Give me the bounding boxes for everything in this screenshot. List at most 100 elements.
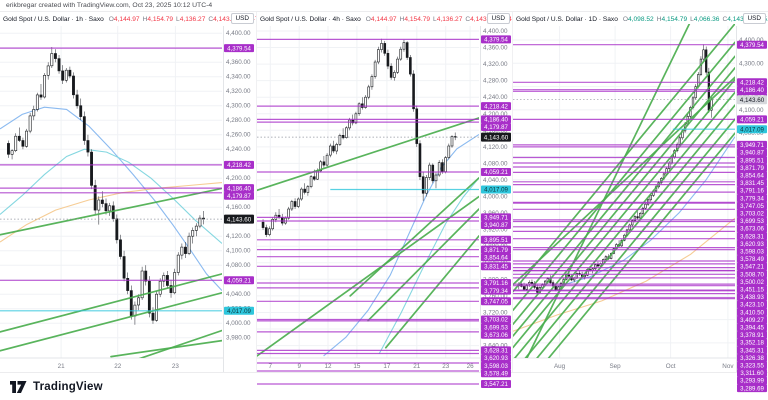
time-axis[interactable]: Aug Sep Oct Nov xyxy=(554,363,734,370)
ohlc-key: H xyxy=(399,15,405,23)
ohlc-value: 4,143.60 xyxy=(727,15,753,23)
currency-button[interactable]: USD xyxy=(742,13,766,24)
svg-text:4,143.60: 4,143.60 xyxy=(740,97,765,104)
ohlc-value: 4,143.60 xyxy=(213,15,239,23)
moving-averages-layer xyxy=(513,136,735,332)
svg-text:3,345.31: 3,345.31 xyxy=(740,347,764,354)
svg-text:4,280.00: 4,280.00 xyxy=(226,117,251,124)
svg-text:3,940.87: 3,940.87 xyxy=(484,222,508,229)
svg-text:3,703.02: 3,703.02 xyxy=(740,211,764,218)
svg-text:3,578.49: 3,578.49 xyxy=(740,256,764,263)
svg-text:4,179.87: 4,179.87 xyxy=(484,124,508,131)
ohlc-value: 4,144.97 xyxy=(113,15,140,23)
svg-text:26: 26 xyxy=(467,363,475,370)
svg-text:3,289.69: 3,289.69 xyxy=(740,385,764,392)
ohlc-key: O xyxy=(365,15,371,23)
svg-text:4,379.54: 4,379.54 xyxy=(227,45,251,52)
svg-text:22: 22 xyxy=(114,363,122,370)
tradingview-brand-text[interactable]: TradingView xyxy=(33,380,103,393)
svg-text:4,186.40: 4,186.40 xyxy=(740,87,764,94)
svg-text:4,360.00: 4,360.00 xyxy=(483,45,508,52)
chart-canvas-1d[interactable]: 3,100.003,200.003,300.003,400.003,500.00… xyxy=(513,24,768,392)
svg-text:4,240.00: 4,240.00 xyxy=(483,94,508,101)
svg-text:4,340.00: 4,340.00 xyxy=(226,74,251,81)
svg-text:3,598.03: 3,598.03 xyxy=(740,249,764,256)
svg-text:3,760.00: 3,760.00 xyxy=(483,293,508,300)
symbol-title[interactable]: Gold Spot / U.S. Dollar · 1D · Saxo xyxy=(516,15,618,23)
svg-text:15: 15 xyxy=(353,363,361,370)
svg-text:3,323.55: 3,323.55 xyxy=(740,363,764,370)
chart-legend-4h: Gold Spot / U.S. Dollar · 4h · Saxo O 4,1… xyxy=(257,12,512,26)
moving-averages-layer xyxy=(0,106,222,291)
svg-text:3,410.50: 3,410.50 xyxy=(740,309,764,316)
svg-text:Nov: Nov xyxy=(722,363,734,370)
tradingview-logo-icon[interactable] xyxy=(10,380,27,393)
time-axis[interactable]: 7 9 12 15 17 21 23 26 xyxy=(269,363,475,370)
price-axis[interactable]: 3,100.003,200.003,300.003,400.003,500.00… xyxy=(737,37,767,392)
svg-text:4,059.21: 4,059.21 xyxy=(740,117,764,124)
svg-text:3,640.00: 3,640.00 xyxy=(483,343,508,350)
time-axis[interactable]: 21 22 23 xyxy=(58,363,180,370)
svg-text:3,980.00: 3,980.00 xyxy=(226,335,251,342)
ohlc-key: H xyxy=(142,15,148,23)
chart-canvas-1h[interactable]: 3,980.004,000.004,020.004,040.004,060.00… xyxy=(0,26,256,372)
svg-text:4,100.00: 4,100.00 xyxy=(226,248,251,255)
svg-text:3,547.21: 3,547.21 xyxy=(484,381,508,388)
svg-text:4,120.00: 4,120.00 xyxy=(226,233,251,240)
svg-text:3,895.51: 3,895.51 xyxy=(484,237,508,244)
currency-button[interactable]: USD xyxy=(230,13,254,24)
svg-text:3,747.05: 3,747.05 xyxy=(484,299,508,306)
panel-1h: Gold Spot / U.S. Dollar · 1h · Saxo O 4,1… xyxy=(0,12,256,372)
svg-text:3,326.38: 3,326.38 xyxy=(740,355,764,362)
svg-text:3,394.45: 3,394.45 xyxy=(740,325,764,332)
ohlc-key: C xyxy=(208,15,214,23)
symbol-title[interactable]: Gold Spot / U.S. Dollar · 1h · Saxo xyxy=(3,15,104,23)
svg-text:3,699.53: 3,699.53 xyxy=(484,324,508,331)
svg-text:7: 7 xyxy=(269,363,273,370)
svg-text:4,100.00: 4,100.00 xyxy=(739,107,764,114)
svg-text:4,320.00: 4,320.00 xyxy=(226,88,251,95)
svg-text:4,218.42: 4,218.42 xyxy=(484,103,508,110)
ohlc-key: O xyxy=(108,15,114,23)
chart-workspace: Gold Spot / U.S. Dollar · 1h · Saxo O 4,1… xyxy=(0,12,768,392)
attribution-text: erikbregar created with TradingView.com,… xyxy=(0,0,768,12)
svg-text:4,360.00: 4,360.00 xyxy=(226,59,251,66)
svg-text:3,703.02: 3,703.02 xyxy=(484,317,508,324)
svg-text:4,059.21: 4,059.21 xyxy=(227,278,251,285)
panel-1d: Gold Spot / U.S. Dollar · 1D · Saxo O 4,0… xyxy=(512,12,768,392)
ohlc-key: O xyxy=(622,15,629,23)
trendlines-layer xyxy=(257,117,479,357)
price-axis[interactable]: 3,980.004,000.004,020.004,040.004,060.00… xyxy=(224,30,254,342)
svg-text:3,438.93: 3,438.93 xyxy=(740,294,764,301)
ohlc-value: 4,143.60 xyxy=(470,15,496,23)
svg-text:4,379.54: 4,379.54 xyxy=(484,37,508,44)
symbol-title[interactable]: Gold Spot / U.S. Dollar · 4h · Saxo xyxy=(260,15,361,23)
svg-text:3,854.64: 3,854.64 xyxy=(740,173,764,180)
ohlc-key: L xyxy=(690,15,694,23)
svg-text:4,143.60: 4,143.60 xyxy=(227,216,252,223)
svg-text:3,791.16: 3,791.16 xyxy=(740,188,764,195)
price-axis[interactable]: 3,640.003,680.003,720.003,760.003,800.00… xyxy=(481,28,511,388)
svg-text:4,080.00: 4,080.00 xyxy=(226,262,251,269)
chart-canvas-4h[interactable]: 3,640.003,680.003,720.003,760.003,800.00… xyxy=(257,26,513,388)
svg-text:4,186.40: 4,186.40 xyxy=(484,117,508,124)
svg-text:21: 21 xyxy=(58,363,66,370)
svg-text:3,940.87: 3,940.87 xyxy=(740,150,764,157)
svg-text:4,300.00: 4,300.00 xyxy=(226,103,251,110)
svg-text:4,260.00: 4,260.00 xyxy=(226,132,251,139)
svg-text:17: 17 xyxy=(383,363,391,370)
svg-text:4,000.00: 4,000.00 xyxy=(483,194,508,201)
svg-text:3,598.03: 3,598.03 xyxy=(484,363,508,370)
svg-text:4,017.09: 4,017.09 xyxy=(740,126,764,133)
svg-text:23: 23 xyxy=(172,363,180,370)
svg-text:Aug: Aug xyxy=(554,363,566,370)
svg-text:3,500.02: 3,500.02 xyxy=(740,279,764,286)
grid-layer xyxy=(0,26,224,372)
svg-text:3,578.49: 3,578.49 xyxy=(484,370,508,377)
svg-text:4,000.00: 4,000.00 xyxy=(226,320,251,327)
ohlc-key: L xyxy=(176,15,180,23)
currency-button[interactable]: USD xyxy=(486,13,510,24)
svg-text:3,378.91: 3,378.91 xyxy=(740,332,764,339)
svg-text:3,854.64: 3,854.64 xyxy=(484,254,508,261)
ohlc-value: 4,154.79 xyxy=(404,15,431,23)
